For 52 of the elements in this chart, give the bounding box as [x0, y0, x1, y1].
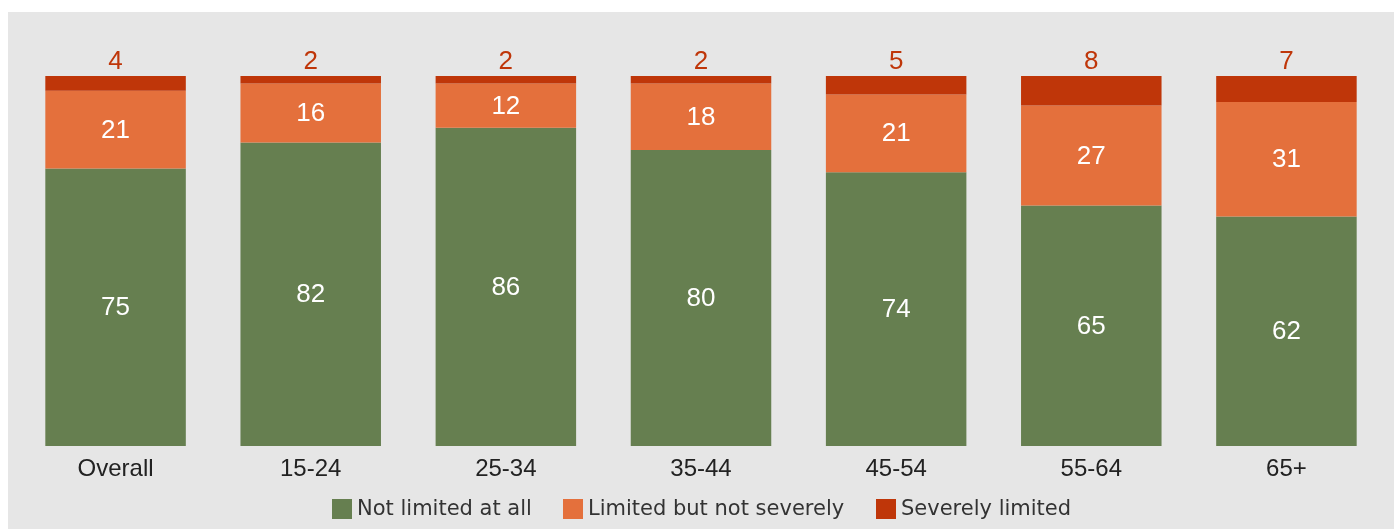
bar	[1216, 101, 1357, 217]
data-label: 5	[888, 45, 904, 75]
legend-label: Not limited at all	[357, 496, 532, 520]
data-label: 65	[1076, 309, 1106, 340]
bar	[45, 90, 186, 169]
x-tick-label: 25-34	[475, 453, 537, 481]
data-label: 7	[1279, 45, 1294, 75]
bar	[1216, 76, 1357, 102]
data-label: 16	[296, 97, 326, 127]
bar	[240, 142, 381, 446]
legend-label: Severely limited	[901, 496, 1072, 520]
bar	[630, 150, 772, 446]
data-label: 86	[491, 270, 521, 301]
data-label: 80	[686, 282, 716, 312]
data-label: 82	[296, 278, 326, 309]
data-label: 62	[1271, 315, 1301, 346]
data-label: 4	[108, 45, 123, 75]
bar	[630, 83, 772, 150]
data-label: 2	[693, 45, 709, 75]
x-tick-label: 35-44	[670, 453, 732, 481]
x-tick-label: 65+	[1266, 453, 1307, 481]
bar	[1021, 105, 1162, 206]
data-label: 27	[1076, 139, 1106, 170]
data-label: 75	[101, 291, 131, 322]
bar	[435, 76, 577, 84]
bar	[240, 76, 381, 84]
legend-label: Limited but not severely	[588, 496, 845, 520]
x-tick-label: Overall	[77, 453, 154, 481]
bar	[825, 94, 967, 173]
data-label: 18	[686, 100, 716, 131]
bar	[1216, 216, 1357, 446]
bar	[1021, 205, 1162, 446]
x-tick-label: 45-54	[865, 453, 927, 481]
data-label: 21	[881, 117, 911, 148]
data-label: 74	[881, 293, 911, 324]
bar	[825, 76, 967, 95]
bar	[45, 76, 186, 91]
bar	[825, 172, 967, 446]
bar	[45, 168, 186, 446]
bar	[435, 127, 577, 446]
data-label: 8	[1084, 45, 1099, 75]
data-label: 21	[101, 113, 131, 144]
bar	[1021, 76, 1162, 106]
x-tick-label: 55-64	[1060, 453, 1122, 481]
data-label: 31	[1271, 143, 1301, 174]
bar	[435, 83, 577, 128]
data-label: 2	[303, 45, 318, 75]
bar	[240, 83, 381, 143]
bar	[630, 76, 772, 84]
data-label: 2	[498, 45, 514, 75]
data-label: 12	[491, 89, 521, 120]
x-tick-label: 15-24	[280, 453, 342, 481]
